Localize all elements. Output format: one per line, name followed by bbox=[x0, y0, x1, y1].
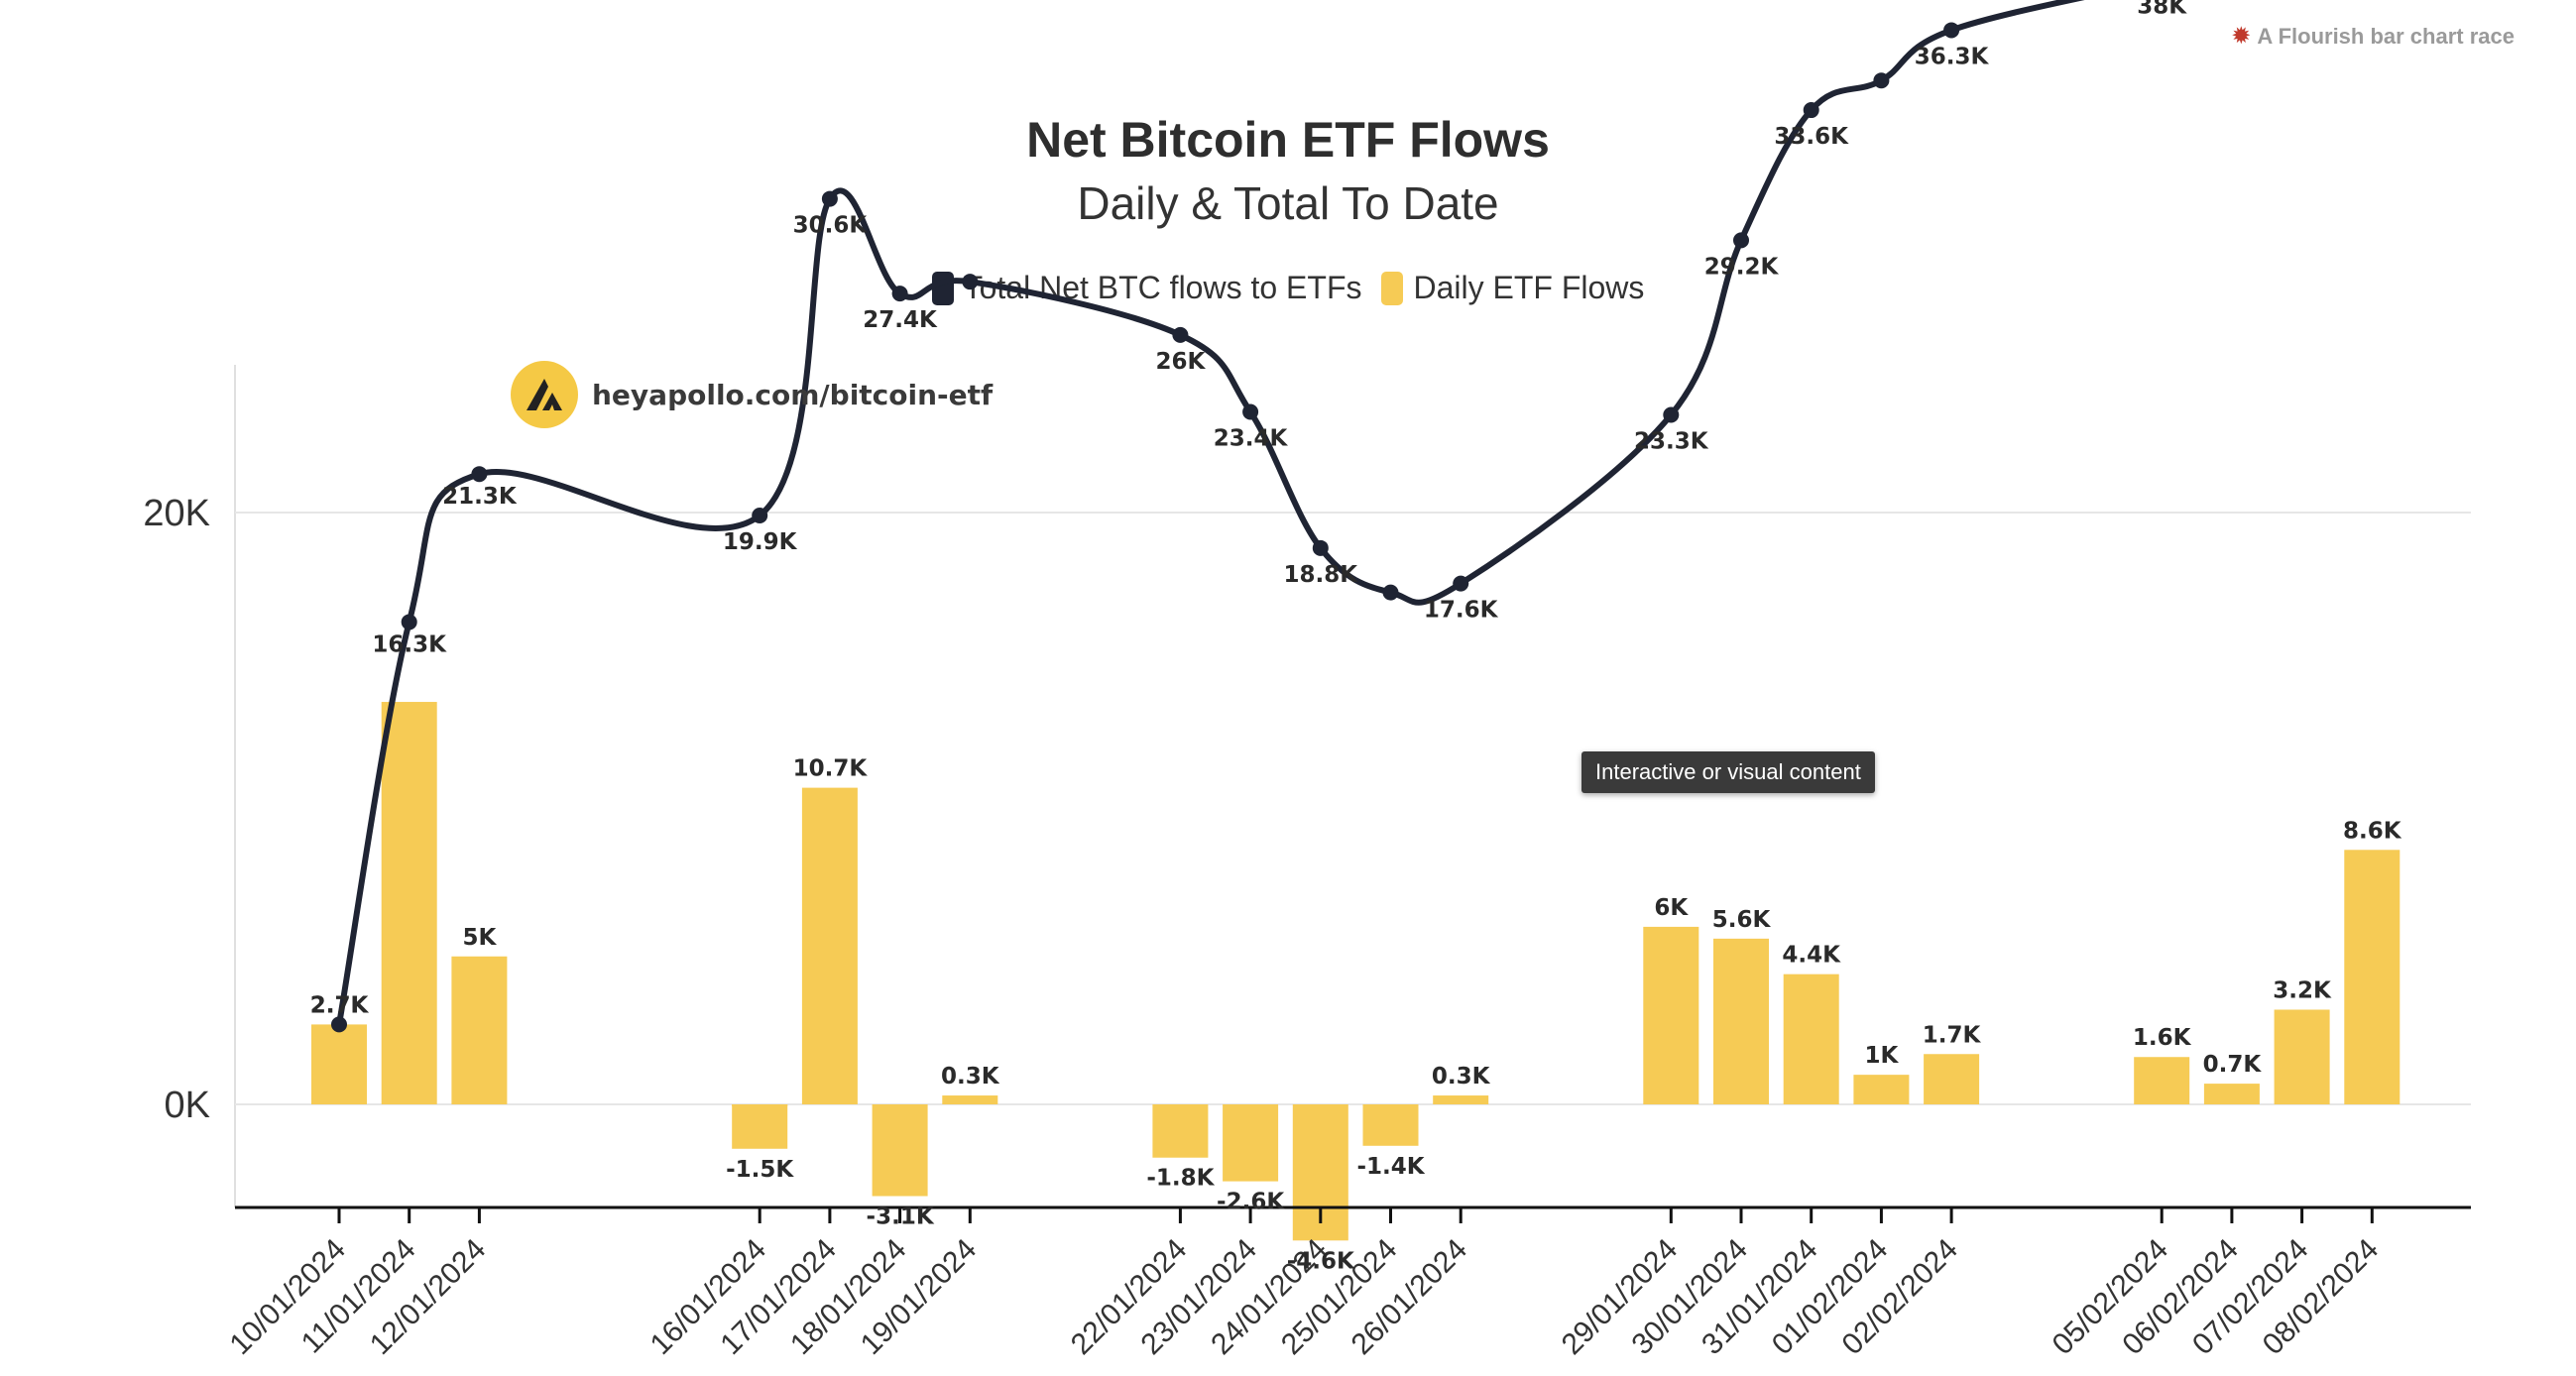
line-point bbox=[891, 286, 908, 302]
bar bbox=[1152, 1104, 1209, 1158]
chart-subtitle: Daily & Total To Date bbox=[1077, 177, 1499, 229]
bar-data-label: 1K bbox=[1864, 1043, 1899, 1069]
bar-data-label: 10.7K bbox=[793, 756, 869, 782]
y-tick-label: 20K bbox=[143, 493, 210, 534]
bar bbox=[942, 1095, 998, 1104]
bar bbox=[1713, 938, 1769, 1104]
line-data-label: 18.8K bbox=[1284, 562, 1359, 588]
bar-data-label: 6K bbox=[1654, 895, 1689, 921]
bar bbox=[2203, 1084, 2260, 1104]
total-flow-line bbox=[336, 0, 2085, 1028]
line-point bbox=[1873, 72, 1890, 89]
legend-item-total[interactable]: Total Net BTC flows to ETFs bbox=[931, 270, 1362, 306]
line-point bbox=[1382, 584, 1399, 601]
line-point bbox=[331, 1016, 347, 1033]
line-data-label: 2.7K bbox=[310, 992, 370, 1018]
chart-title: Net Bitcoin ETF Flows bbox=[1026, 112, 1550, 168]
bar-data-label: 1.6K bbox=[2133, 1025, 2192, 1051]
bar-data-label: -3.1K bbox=[867, 1204, 935, 1230]
bar bbox=[1223, 1104, 1279, 1182]
bar-data-label: 8.6K bbox=[2343, 818, 2402, 844]
sun-icon: ✹ bbox=[2231, 23, 2252, 50]
bar bbox=[801, 787, 858, 1104]
line-point bbox=[1803, 102, 1819, 119]
line-point bbox=[752, 507, 768, 523]
bar-data-label: -1.4K bbox=[1356, 1154, 1425, 1180]
bar bbox=[1433, 1095, 1489, 1104]
apollo-logo-icon bbox=[511, 361, 578, 428]
bar bbox=[872, 1104, 928, 1197]
bar-data-label: 4.4K bbox=[1782, 943, 1841, 969]
line-data-label: 36.3K bbox=[1915, 44, 1990, 69]
bar bbox=[2344, 850, 2400, 1104]
bar bbox=[1643, 926, 1699, 1104]
bar bbox=[1853, 1075, 1910, 1104]
flourish-badge[interactable]: ✹ A Flourish bar chart race bbox=[2231, 22, 2515, 51]
bar-data-label: 5K bbox=[462, 925, 497, 951]
bar-data-label: -2.6K bbox=[1217, 1190, 1285, 1215]
line-point bbox=[1943, 22, 1960, 39]
line-data-label: 29.2K bbox=[1704, 254, 1780, 280]
bar bbox=[381, 702, 437, 1104]
bar-data-label: 0.3K bbox=[941, 1064, 1000, 1089]
bar-data-label: 0.7K bbox=[2203, 1052, 2263, 1078]
line-point bbox=[821, 190, 838, 207]
line-data-label: 23.4K bbox=[1214, 426, 1289, 452]
line-point bbox=[1733, 232, 1749, 249]
line-point bbox=[1242, 403, 1259, 420]
watermark-text: heyapollo.com/bitcoin-etf bbox=[592, 378, 994, 411]
bar-data-label: 5.6K bbox=[1712, 907, 1772, 933]
bar-data-label: 2.7K bbox=[310, 992, 370, 1018]
flourish-badge-text: A Flourish bar chart race bbox=[2257, 23, 2515, 49]
line-point bbox=[962, 274, 979, 290]
line-point bbox=[1312, 539, 1329, 556]
bar-data-label: 3.2K bbox=[2273, 977, 2332, 1003]
chart-legend: Total Net BTC flows to ETFs Daily ETF Fl… bbox=[0, 270, 2576, 306]
legend-swatch-daily bbox=[1381, 271, 1404, 305]
legend-label-daily: Daily ETF Flows bbox=[1413, 270, 1645, 305]
line-data-label: 30.6K bbox=[793, 213, 869, 239]
bar bbox=[2274, 1009, 2330, 1104]
legend-item-daily[interactable]: Daily ETF Flows bbox=[1381, 270, 1644, 306]
tooltip: Interactive or visual content bbox=[1581, 751, 1875, 793]
legend-label-total: Total Net BTC flows to ETFs bbox=[963, 270, 1362, 305]
line-data-label: 27.4K bbox=[863, 307, 938, 333]
line-data-label: 23.3K bbox=[1634, 428, 1709, 454]
bar bbox=[1783, 974, 1839, 1104]
y-tick-label: 0K bbox=[165, 1085, 210, 1126]
bar-data-label: -1.5K bbox=[726, 1157, 794, 1183]
bar-data-label: -4.6K bbox=[1287, 1248, 1355, 1274]
line-data-label: 38K bbox=[2137, 0, 2187, 20]
line-data-label: 33.6K bbox=[1774, 124, 1849, 150]
line-point bbox=[1453, 575, 1469, 592]
line-point bbox=[1663, 406, 1680, 423]
bar bbox=[1362, 1104, 1419, 1146]
line-data-label: 17.6K bbox=[1424, 598, 1499, 624]
bar bbox=[2134, 1057, 2190, 1104]
line-data-label: 19.9K bbox=[723, 529, 798, 555]
line-data-label: 16.3K bbox=[372, 631, 447, 657]
bar bbox=[732, 1104, 788, 1149]
bar bbox=[311, 1024, 367, 1104]
line-point bbox=[1172, 326, 1189, 343]
line-data-label: 26K bbox=[1155, 349, 1206, 375]
bar bbox=[1924, 1054, 1980, 1104]
bar-data-label: -1.8K bbox=[1146, 1166, 1215, 1192]
line-data-label: 21.3K bbox=[442, 484, 518, 510]
line-point bbox=[471, 466, 488, 483]
line-point bbox=[401, 614, 417, 631]
bar bbox=[451, 956, 508, 1104]
bar-data-label: 0.3K bbox=[1432, 1064, 1491, 1089]
watermark[interactable]: heyapollo.com/bitcoin-etf bbox=[511, 361, 993, 428]
bar-data-label: 1.7K bbox=[1923, 1022, 1982, 1048]
